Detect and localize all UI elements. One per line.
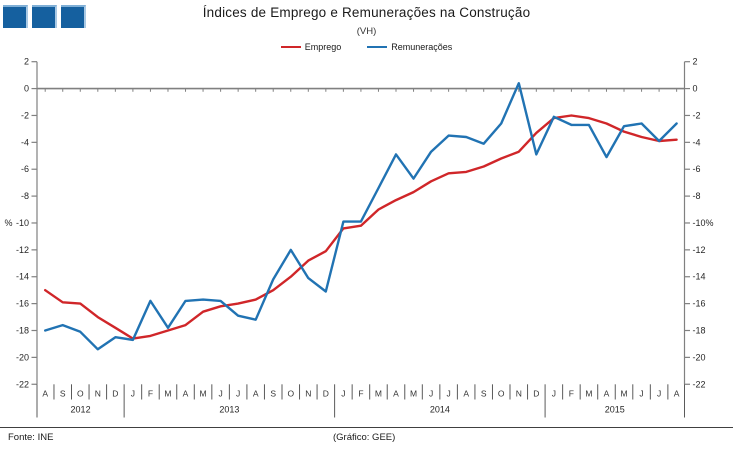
logo-square bbox=[3, 5, 28, 28]
svg-text:-6: -6 bbox=[21, 164, 29, 174]
svg-text:A: A bbox=[393, 389, 399, 399]
svg-text:M: M bbox=[585, 389, 592, 399]
svg-text:-20: -20 bbox=[16, 352, 29, 362]
svg-text:M: M bbox=[410, 389, 417, 399]
logo-square bbox=[61, 5, 86, 28]
svg-text:%: % bbox=[4, 218, 12, 228]
svg-text:D: D bbox=[533, 389, 539, 399]
svg-text:0: 0 bbox=[24, 84, 29, 94]
svg-text:A: A bbox=[183, 389, 189, 399]
svg-text:J: J bbox=[429, 389, 433, 399]
legend-item-emprego: Emprego bbox=[280, 42, 342, 52]
emprego-line-swatch bbox=[280, 45, 301, 49]
remuneracoes-line-swatch bbox=[367, 45, 388, 49]
svg-text:-12: -12 bbox=[16, 245, 29, 255]
svg-text:2012: 2012 bbox=[71, 405, 91, 415]
svg-text:-2: -2 bbox=[21, 110, 29, 120]
svg-text:-8: -8 bbox=[693, 191, 701, 201]
svg-text:D: D bbox=[323, 389, 329, 399]
logo-square bbox=[32, 5, 57, 28]
svg-text:M: M bbox=[375, 389, 382, 399]
svg-text:A: A bbox=[42, 389, 48, 399]
svg-text:M: M bbox=[164, 389, 171, 399]
svg-text:S: S bbox=[481, 389, 487, 399]
svg-text:-10: -10 bbox=[16, 218, 29, 228]
svg-text:O: O bbox=[498, 389, 505, 399]
svg-text:-10%: -10% bbox=[693, 218, 714, 228]
svg-text:M: M bbox=[200, 389, 207, 399]
svg-text:-6: -6 bbox=[693, 164, 701, 174]
svg-text:J: J bbox=[552, 389, 556, 399]
svg-text:A: A bbox=[674, 389, 680, 399]
svg-text:A: A bbox=[253, 389, 259, 399]
svg-text:2: 2 bbox=[24, 57, 29, 67]
svg-text:N: N bbox=[305, 389, 311, 399]
svg-text:J: J bbox=[341, 389, 345, 399]
chart-legend: Emprego Remunerações bbox=[0, 42, 733, 52]
svg-text:2015: 2015 bbox=[605, 405, 625, 415]
three-blue-squares-logo bbox=[3, 5, 86, 28]
svg-text:J: J bbox=[236, 389, 240, 399]
source-note: Fonte: INE bbox=[8, 432, 54, 443]
svg-text:-20: -20 bbox=[693, 352, 706, 362]
svg-text:-14: -14 bbox=[693, 272, 706, 282]
svg-text:2013: 2013 bbox=[219, 405, 239, 415]
svg-text:A: A bbox=[463, 389, 469, 399]
legend-label: Emprego bbox=[304, 42, 342, 52]
svg-text:-4: -4 bbox=[21, 137, 29, 147]
svg-text:F: F bbox=[148, 389, 153, 399]
svg-text:J: J bbox=[446, 389, 450, 399]
svg-text:O: O bbox=[77, 389, 84, 399]
legend-item-remuneracoes: Remunerações bbox=[367, 42, 452, 52]
svg-text:S: S bbox=[270, 389, 276, 399]
svg-text:-18: -18 bbox=[693, 326, 706, 336]
svg-text:J: J bbox=[131, 389, 135, 399]
svg-text:-4: -4 bbox=[693, 137, 701, 147]
svg-text:-22: -22 bbox=[16, 379, 29, 389]
svg-text:-18: -18 bbox=[16, 326, 29, 336]
svg-text:N: N bbox=[516, 389, 522, 399]
svg-text:N: N bbox=[95, 389, 101, 399]
footer-divider bbox=[0, 427, 733, 428]
legend-label: Remunerações bbox=[391, 42, 453, 52]
svg-text:-8: -8 bbox=[21, 191, 29, 201]
svg-text:J: J bbox=[218, 389, 222, 399]
svg-text:M: M bbox=[620, 389, 627, 399]
svg-text:J: J bbox=[657, 389, 661, 399]
svg-text:-22: -22 bbox=[693, 379, 706, 389]
svg-text:J: J bbox=[639, 389, 643, 399]
svg-text:F: F bbox=[358, 389, 363, 399]
svg-text:-16: -16 bbox=[16, 299, 29, 309]
svg-text:F: F bbox=[569, 389, 574, 399]
svg-text:-14: -14 bbox=[16, 272, 29, 282]
svg-text:-16: -16 bbox=[693, 299, 706, 309]
svg-text:D: D bbox=[112, 389, 118, 399]
chart-title: Índices de Emprego e Remunerações na Con… bbox=[202, 5, 531, 20]
svg-text:-2: -2 bbox=[693, 110, 701, 120]
credit-note: (Gráfico: GEE) bbox=[333, 432, 396, 443]
svg-text:A: A bbox=[604, 389, 610, 399]
svg-text:O: O bbox=[287, 389, 294, 399]
svg-text:0: 0 bbox=[693, 84, 698, 94]
svg-text:2: 2 bbox=[693, 57, 698, 67]
svg-text:2014: 2014 bbox=[430, 405, 450, 415]
svg-text:-12: -12 bbox=[693, 245, 706, 255]
svg-text:S: S bbox=[60, 389, 66, 399]
chart-subtitle: (VH) bbox=[356, 26, 377, 37]
